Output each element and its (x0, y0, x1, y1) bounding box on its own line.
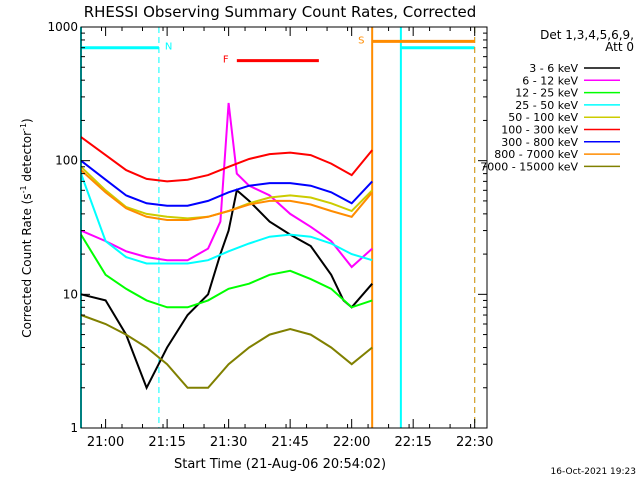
y-tick-label: 100 (55, 154, 78, 168)
x-tick-label: 22:00 (333, 435, 370, 450)
marker-s-label: S (358, 35, 364, 46)
legend-header-1: Det 1,3,4,5,6,9, (540, 28, 634, 42)
x-tick-label: 21:45 (271, 435, 308, 450)
x-tick-label: 22:30 (456, 435, 493, 450)
series-line (80, 169, 373, 221)
y-tick-label: 1000 (47, 20, 78, 34)
x-tick-label: 22:15 (394, 435, 431, 450)
y-tick-label: 1 (70, 421, 78, 435)
x-tick-label: 21:30 (210, 435, 247, 450)
x-tick-label: 21:00 (87, 435, 124, 450)
series-line (80, 234, 373, 309)
legend-label: 300 - 800 keV (501, 136, 578, 149)
y-tick-label: 10 (63, 287, 78, 301)
legend-header-2: Att 0 (605, 40, 634, 54)
plot-area: N S F 1 10 100 1000 21:00 21:15 21:30 21:45 22:00 22… (47, 20, 493, 450)
series-line (80, 173, 373, 265)
series-line (80, 136, 373, 183)
marker-f-label: F (223, 55, 229, 66)
series-line (80, 102, 373, 269)
legend-label: 12 - 25 keV (515, 87, 578, 100)
legend-label: 6 - 12 keV (522, 74, 578, 87)
legend-label: 50 - 100 keV (508, 111, 578, 124)
y-axis-label: Corrected Count Rate (s-1 detector-1) (19, 118, 34, 337)
legend-label: 100 - 300 keV (501, 124, 578, 137)
legend-label: 25 - 50 keV (515, 99, 578, 112)
series-line (80, 159, 373, 207)
series-line (80, 314, 373, 389)
plot-frame (80, 26, 488, 429)
legend-label: 800 - 7000 keV (494, 148, 578, 161)
chart-title: RHESSI Observing Summary Count Rates, Co… (84, 3, 477, 21)
legend-label: 7000 - 15000 keV (480, 160, 578, 173)
marker-n-label: N (165, 42, 172, 53)
x-axis-label: Start Time (21-Aug-06 20:54:02) (174, 457, 386, 472)
x-tick-label: 21:15 (148, 435, 185, 450)
timestamp: 16-Oct-2021 19:23 (551, 467, 636, 477)
legend-label: 3 - 6 keV (529, 62, 578, 75)
